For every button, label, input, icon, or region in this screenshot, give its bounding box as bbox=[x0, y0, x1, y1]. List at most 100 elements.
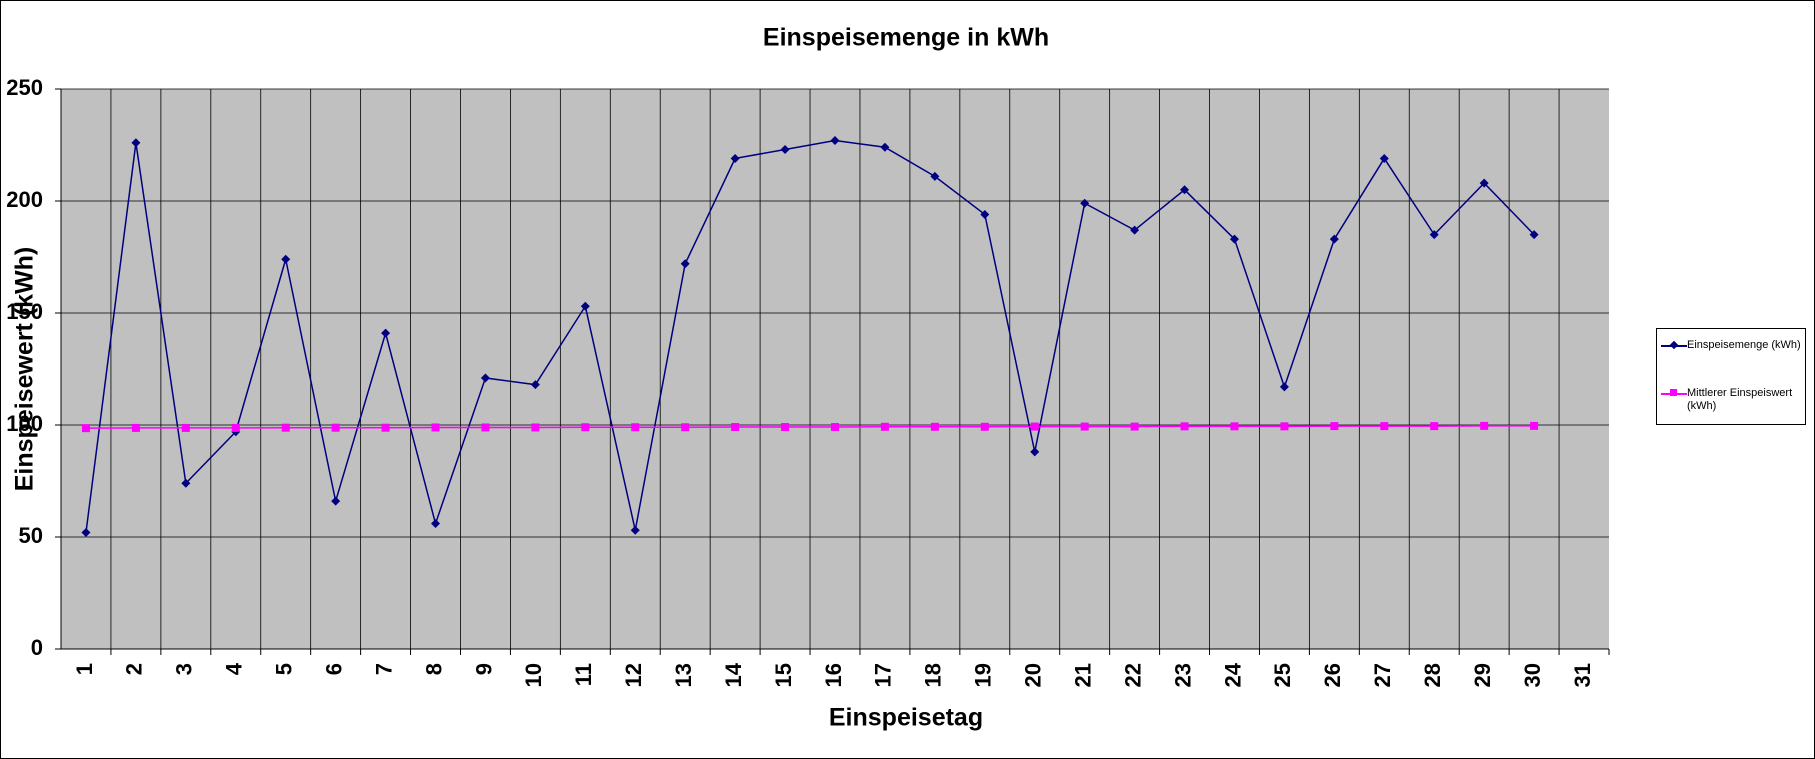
point bbox=[131, 423, 140, 432]
x-tick-label: 5 bbox=[272, 663, 297, 675]
point bbox=[680, 259, 690, 269]
point bbox=[1530, 421, 1539, 430]
point bbox=[780, 144, 790, 154]
point bbox=[880, 422, 889, 431]
point bbox=[381, 328, 391, 338]
x-tick-label: 16 bbox=[821, 663, 846, 687]
point bbox=[1130, 225, 1140, 235]
x-tick-label: 22 bbox=[1120, 663, 1145, 687]
x-tick-label: 21 bbox=[1070, 663, 1095, 687]
point bbox=[1430, 422, 1439, 431]
y-tick-label: 200 bbox=[6, 187, 43, 212]
x-tick-label: 23 bbox=[1170, 663, 1195, 687]
point bbox=[880, 142, 890, 152]
y-axis-label: Einspeisewert (kWh) bbox=[11, 247, 39, 492]
x-tick-label: 13 bbox=[671, 663, 696, 687]
point bbox=[281, 254, 291, 264]
point bbox=[681, 423, 690, 432]
x-tick-label: 6 bbox=[321, 663, 346, 675]
point bbox=[1480, 421, 1489, 430]
legend-label: Mittlerer Einspeiswert (kWh) bbox=[1687, 387, 1793, 412]
x-tick-label: 8 bbox=[421, 663, 446, 675]
point bbox=[1379, 153, 1389, 163]
legend: Einspeisemenge (kWh) Mittlerer Einspeiswe… bbox=[1656, 328, 1806, 425]
point bbox=[930, 422, 939, 431]
point bbox=[1280, 422, 1289, 431]
legend-label: Einspeisemenge (kWh) bbox=[1687, 339, 1801, 351]
point bbox=[731, 423, 740, 432]
point bbox=[231, 423, 240, 432]
point bbox=[1080, 198, 1090, 208]
point bbox=[1329, 234, 1339, 244]
point bbox=[281, 423, 290, 432]
x-tick-label: 19 bbox=[971, 663, 996, 687]
x-tick-label: 1 bbox=[72, 663, 97, 675]
x-tick-label: 3 bbox=[172, 663, 197, 675]
y-tick-label: 250 bbox=[6, 75, 43, 100]
point bbox=[1330, 422, 1339, 431]
series-line bbox=[85, 139, 1535, 533]
point bbox=[830, 136, 840, 146]
point bbox=[980, 209, 990, 219]
point bbox=[580, 301, 590, 311]
point bbox=[1229, 234, 1239, 244]
x-tick-label: 10 bbox=[521, 663, 546, 687]
x-tick-label: 28 bbox=[1420, 663, 1445, 687]
point bbox=[81, 528, 91, 538]
x-tick-label: 26 bbox=[1320, 663, 1345, 687]
point bbox=[1180, 185, 1190, 195]
point bbox=[431, 423, 440, 432]
point bbox=[1230, 422, 1239, 431]
point bbox=[481, 423, 490, 432]
point bbox=[1130, 422, 1139, 431]
x-tick-label: 29 bbox=[1470, 663, 1495, 687]
point bbox=[530, 380, 540, 390]
x-tick-label: 11 bbox=[571, 663, 596, 686]
x-axis-label: Einspeisetag bbox=[829, 704, 983, 732]
x-tick-label: 31 bbox=[1570, 663, 1595, 687]
point bbox=[831, 423, 839, 432]
point bbox=[480, 373, 490, 383]
y-tick-label: 100 bbox=[6, 411, 43, 436]
point bbox=[1080, 422, 1089, 431]
point bbox=[531, 423, 540, 432]
point bbox=[630, 525, 640, 535]
legend-swatch bbox=[1661, 339, 1687, 353]
y-tick-label: 150 bbox=[6, 299, 43, 324]
point bbox=[431, 519, 441, 529]
x-tick-label: 15 bbox=[771, 663, 796, 687]
y-tick-label: 50 bbox=[19, 523, 43, 548]
chart-title: Einspeisemenge in kWh bbox=[763, 24, 1049, 52]
x-tick-label: 25 bbox=[1270, 663, 1295, 687]
point bbox=[131, 138, 141, 148]
point bbox=[1479, 178, 1489, 188]
x-tick-label: 12 bbox=[621, 663, 646, 687]
x-tick-label: 27 bbox=[1370, 663, 1395, 687]
point bbox=[781, 423, 790, 432]
point bbox=[581, 423, 590, 432]
x-tick-label: 30 bbox=[1520, 663, 1545, 687]
x-tick-label: 18 bbox=[921, 663, 946, 687]
x-tick-label: 9 bbox=[471, 663, 496, 675]
x-tick-label: 20 bbox=[1021, 663, 1046, 687]
point bbox=[631, 423, 640, 432]
point bbox=[1380, 422, 1389, 431]
point bbox=[81, 424, 90, 433]
legend-swatch bbox=[1661, 387, 1687, 401]
legend-item: Mittlerer Einspeiswert (kWh) bbox=[1661, 387, 1805, 413]
x-tick-label: 4 bbox=[222, 662, 247, 675]
point bbox=[181, 423, 190, 432]
y-tick-label: 0 bbox=[31, 635, 43, 660]
point bbox=[980, 422, 989, 431]
point bbox=[930, 171, 940, 181]
point bbox=[381, 423, 390, 432]
x-tick-label: 24 bbox=[1220, 662, 1245, 687]
x-tick-label: 2 bbox=[122, 663, 147, 675]
point bbox=[1030, 422, 1039, 431]
point bbox=[1529, 230, 1539, 240]
x-tick-label: 14 bbox=[721, 662, 746, 687]
point bbox=[1030, 447, 1040, 457]
legend-item: Einspeisemenge (kWh) bbox=[1661, 339, 1805, 353]
x-tick-label: 7 bbox=[371, 663, 396, 675]
